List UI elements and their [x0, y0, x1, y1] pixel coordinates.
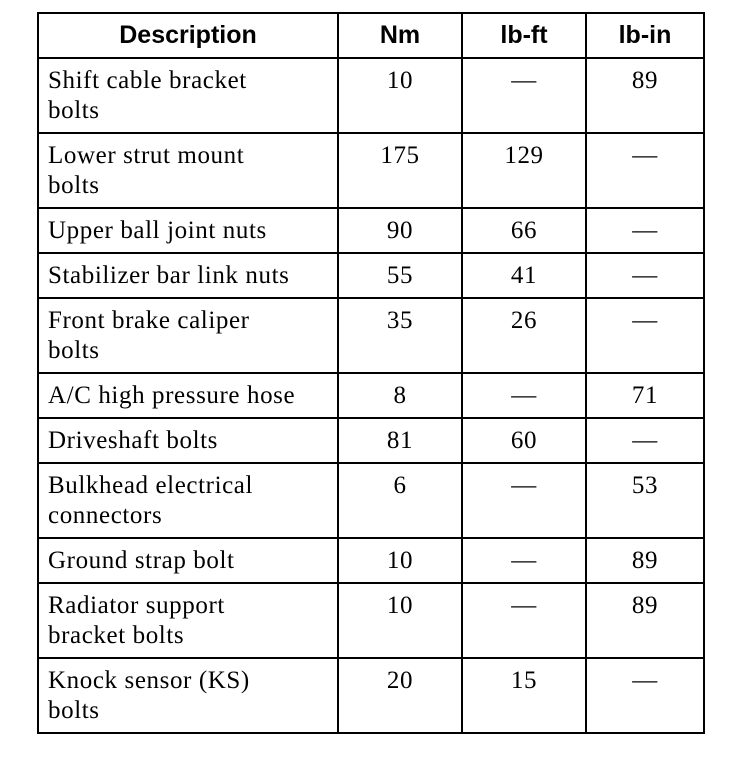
header-lbft: lb-ft	[461, 12, 587, 59]
table-row: A/C high pressure hose 8—71	[37, 372, 705, 419]
cell-nm: 35	[337, 297, 463, 374]
cell-lbin: 89	[585, 57, 705, 134]
cell-lbft: —	[461, 57, 587, 134]
cell-nm: 175	[337, 132, 463, 209]
cell-description: Stabilizer bar link nuts	[37, 252, 339, 299]
cell-lbin: 89	[585, 537, 705, 584]
cell-nm: 10	[337, 57, 463, 134]
header-lbin: lb-in	[585, 12, 705, 59]
cell-description: Front brake caliper bolts	[37, 297, 339, 374]
cell-nm: 90	[337, 207, 463, 254]
cell-nm: 10	[337, 537, 463, 584]
cell-description: Ground strap bolt	[37, 537, 339, 584]
table-row: Ground strap bolt 10—89	[37, 537, 705, 584]
header-nm: Nm	[337, 12, 463, 59]
cell-description: Upper ball joint nuts	[37, 207, 339, 254]
cell-description: Knock sensor (KS) bolts	[37, 657, 339, 734]
cell-lbin: —	[585, 207, 705, 254]
cell-lbin: 71	[585, 372, 705, 419]
table-row: Knock sensor (KS) bolts 20 15—	[37, 657, 705, 734]
cell-description: Radiator support bracket bolts	[37, 582, 339, 659]
cell-description: Lower strut mount bolts	[37, 132, 339, 209]
cell-nm: 10	[337, 582, 463, 659]
cell-nm: 6	[337, 462, 463, 539]
cell-nm: 8	[337, 372, 463, 419]
cell-lbin: —	[585, 252, 705, 299]
cell-lbin: —	[585, 657, 705, 734]
cell-nm: 20	[337, 657, 463, 734]
torque-spec-table: Description Nm lb-ft lb-in Shift cable b…	[37, 12, 705, 734]
cell-lbin: 89	[585, 582, 705, 659]
table-row: Radiator support bracket bolts 10—89	[37, 582, 705, 659]
cell-lbft: 26	[461, 297, 587, 374]
cell-description: Driveshaft bolts	[37, 417, 339, 464]
table-row: Lower strut mount bolts 175 129—	[37, 132, 705, 209]
cell-lbin: —	[585, 417, 705, 464]
cell-description: Shift cable bracket bolts	[37, 57, 339, 134]
cell-nm: 81	[337, 417, 463, 464]
header-row: Description Nm lb-ft lb-in	[37, 12, 705, 59]
cell-lbft: 41	[461, 252, 587, 299]
table-row: Stabilizer bar link nuts 55 41—	[37, 252, 705, 299]
cell-nm: 55	[337, 252, 463, 299]
cell-lbft: —	[461, 582, 587, 659]
cell-lbft: —	[461, 537, 587, 584]
cell-description: Bulkhead electrical connectors	[37, 462, 339, 539]
cell-lbin: —	[585, 297, 705, 374]
cell-lbft: 129	[461, 132, 587, 209]
cell-lbft: 60	[461, 417, 587, 464]
cell-lbft: —	[461, 372, 587, 419]
cell-lbin: —	[585, 132, 705, 209]
table-row: Driveshaft bolts 81 60—	[37, 417, 705, 464]
table-row: Bulkhead electrical connectors 6—53	[37, 462, 705, 539]
cell-lbft: —	[461, 462, 587, 539]
table-row: Upper ball joint nuts 90 66—	[37, 207, 705, 254]
cell-description: A/C high pressure hose	[37, 372, 339, 419]
cell-lbft: 66	[461, 207, 587, 254]
table-row: Front brake caliper bolts 35 26—	[37, 297, 705, 374]
header-description: Description	[37, 12, 339, 59]
table-row: Shift cable bracket bolts 10—89	[37, 57, 705, 134]
cell-lbft: 15	[461, 657, 587, 734]
cell-lbin: 53	[585, 462, 705, 539]
